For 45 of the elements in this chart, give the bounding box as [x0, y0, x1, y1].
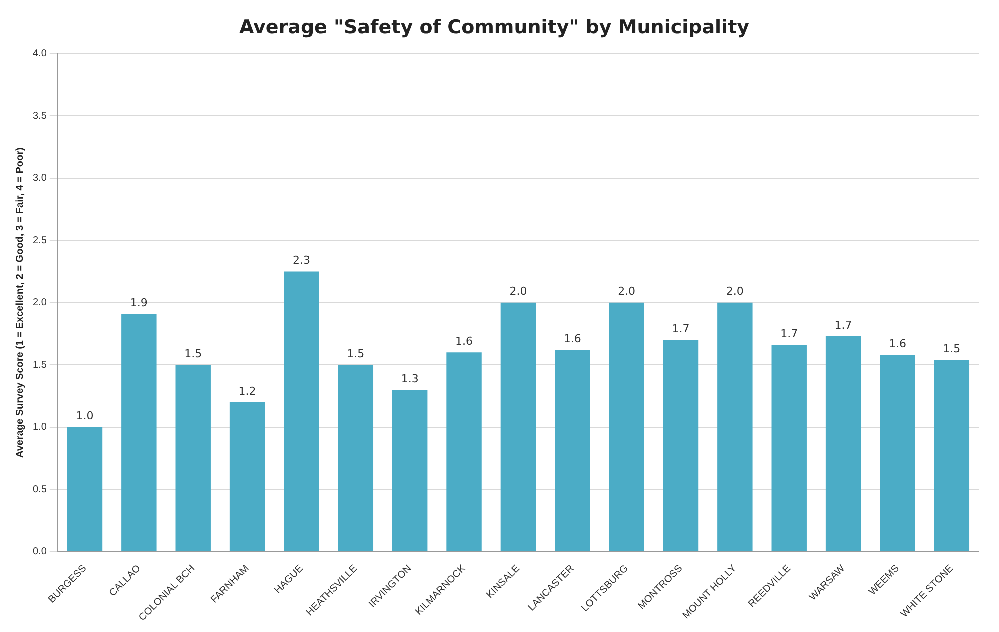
bar — [284, 272, 320, 552]
bar — [122, 314, 157, 552]
data-label: 1.6 — [888, 337, 906, 350]
data-label: 2.0 — [618, 285, 636, 298]
data-label: 2.3 — [292, 254, 310, 268]
bar — [338, 365, 374, 552]
data-label: 1.0 — [76, 410, 94, 423]
data-label: 1.5 — [347, 347, 365, 360]
data-label: 1.6 — [456, 334, 474, 348]
data-label: 1.7 — [834, 318, 852, 332]
y-tick-label: 2.0 — [32, 298, 48, 309]
y-tick-label: 3.0 — [32, 173, 48, 184]
data-label: 1.3 — [401, 372, 419, 386]
bar — [230, 402, 266, 552]
data-label: 1.6 — [564, 332, 582, 346]
y-tick-label: 1.0 — [32, 422, 48, 434]
y-tick-label: 2.5 — [32, 235, 48, 246]
bar — [446, 352, 482, 552]
bar — [555, 350, 590, 552]
data-label: 2.0 — [726, 285, 744, 298]
bar — [663, 340, 699, 552]
bar — [609, 302, 644, 552]
bar — [934, 360, 970, 552]
y-axis-title: Average Survey Score (1 = Excellent, 2 = Good, 3 = Fair, 4 = Poor) — [14, 148, 26, 458]
bar — [826, 336, 862, 552]
bar — [772, 345, 807, 552]
data-label: 1.5 — [943, 342, 961, 356]
data-label: 2.0 — [510, 285, 528, 298]
y-tick-label: 4.0 — [32, 48, 48, 60]
bar — [67, 427, 103, 552]
y-tick-label: 0.5 — [32, 484, 48, 496]
bar — [392, 390, 428, 552]
bar — [176, 365, 211, 552]
data-label: 1.7 — [780, 328, 798, 341]
data-label: 1.7 — [672, 322, 690, 336]
y-tick-label: 3.5 — [32, 110, 48, 122]
data-label: 1.2 — [238, 384, 256, 398]
data-label: 1.9 — [130, 296, 148, 310]
data-label: 1.5 — [184, 347, 202, 360]
y-tick-label: 0.0 — [32, 546, 48, 558]
chart-title: Average "Safety of Community" by Municipality — [239, 16, 750, 38]
y-tick-label: 1.5 — [32, 360, 48, 371]
bar — [718, 302, 753, 552]
bar — [880, 355, 916, 552]
bar — [500, 302, 536, 552]
